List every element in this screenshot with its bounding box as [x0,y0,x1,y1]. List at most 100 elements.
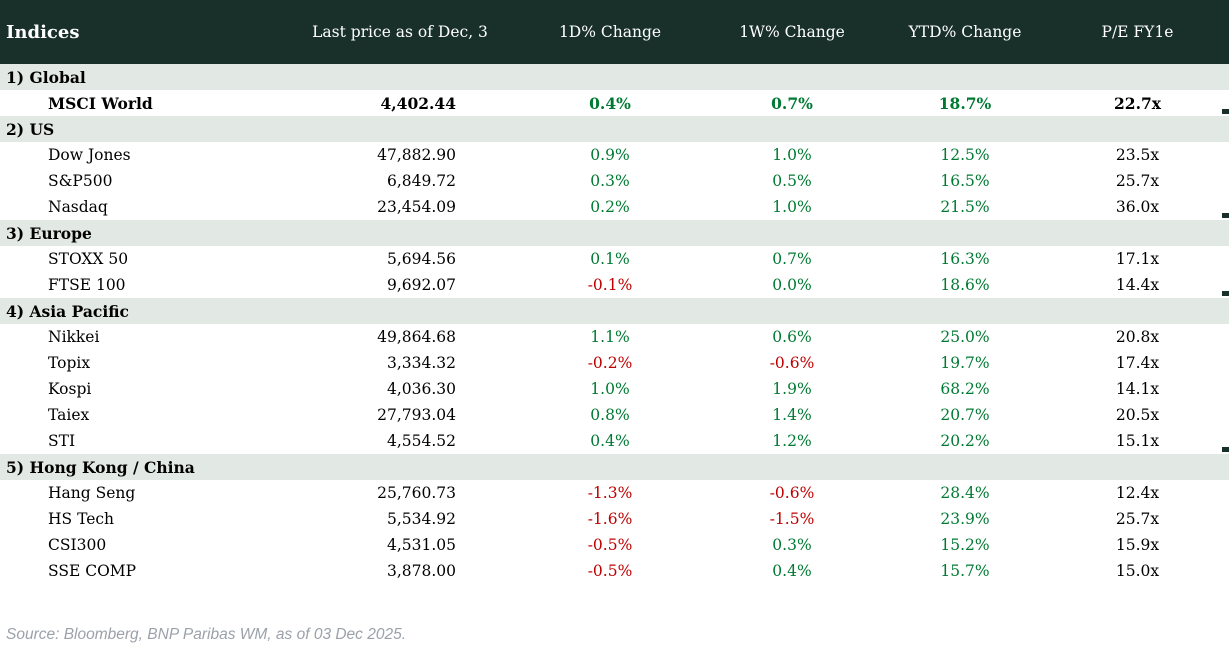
table-row: SSE COMP 3,878.00 -0.5% 0.4% 15.7% 15.0x [0,558,1229,584]
pe-fy1e-cell: 14.1x [1115,380,1160,398]
chg-1w-cell: 1.0% [772,146,812,164]
index-name-cell: FTSE 100 [48,276,126,294]
section-header-row: 5) Hong Kong / China [0,447,1229,480]
ytd-change-cell: 21.5% [940,198,990,216]
ytd-change-cell: 28.4% [940,484,990,502]
section-header-row: 1) Global [0,57,1229,90]
section-label: 2) US [6,119,55,139]
table-row: Nasdaq 23,454.09 0.2% 1.0% 21.5% 36.0x [0,194,1229,220]
pe-fy1e-cell: 36.0x [1115,198,1160,216]
ytd-change-cell: 25.0% [940,328,990,346]
table-header-row: Indices Last price as of Dec, 3 1D% Chan… [0,0,1229,64]
section-corner-mark [1222,447,1229,452]
last-price-cell: 6,849.72 [386,172,456,190]
table-row: STI 4,554.52 0.4% 1.2% 20.2% 15.1x [0,428,1229,454]
chg-1d-cell: 0.1% [590,250,630,268]
chg-1d-cell: 0.2% [590,198,630,216]
ytd-change-cell: 15.7% [940,562,990,580]
chg-1d-cell: -0.5% [587,536,633,554]
column-header-1w-change: 1W% Change [739,23,845,41]
last-price-cell: 23,454.09 [377,198,456,216]
last-price-cell: 47,882.90 [377,146,456,164]
chg-1d-cell: -0.1% [587,276,633,294]
section-header-row: 3) Europe [0,213,1229,246]
index-name-cell: Kospi [48,380,92,398]
last-price-cell: 5,694.56 [386,250,456,268]
chg-1w-cell: 0.4% [772,562,812,580]
chg-1w-cell: 0.0% [772,276,812,294]
index-name-cell: Taiex [48,406,90,424]
column-header-1d-change: 1D% Change [558,23,662,41]
table-row: Taiex 27,793.04 0.8% 1.4% 20.7% 20.5x [0,402,1229,428]
pe-fy1e-cell: 23.5x [1115,146,1160,164]
chg-1w-cell: -0.6% [769,354,815,372]
last-price-cell: 4,531.05 [386,536,456,554]
last-price-cell: 25,760.73 [377,484,456,502]
section-header-row: 2) US [0,109,1229,142]
pe-fy1e-cell: 14.4x [1115,276,1160,294]
pe-fy1e-cell: 25.7x [1115,172,1160,190]
chg-1d-cell: -0.2% [587,354,633,372]
index-name-cell: STOXX 50 [48,250,129,268]
pe-fy1e-cell: 17.1x [1115,250,1160,268]
chg-1w-cell: -0.6% [769,484,815,502]
table-row: Hang Seng 25,760.73 -1.3% -0.6% 28.4% 12.4x [0,480,1229,506]
source-note: Source: Bloomberg, BNP Paribas WM, as of… [6,626,407,643]
ytd-change-cell: 18.7% [938,93,992,113]
ytd-change-cell: 15.2% [940,536,990,554]
pe-fy1e-cell: 20.5x [1115,406,1160,424]
index-name-cell: Dow Jones [48,146,131,164]
section-label: 5) Hong Kong / China [6,457,195,477]
page-title: Indices [6,21,80,43]
index-name-cell: MSCI World [48,93,153,113]
last-price-cell: 27,793.04 [377,406,456,424]
table-row: Kospi 4,036.30 1.0% 1.9% 68.2% 14.1x [0,376,1229,402]
indices-table-body: 1) Global MSCI World 4,402.44 0.4% 0.7% 18.7%… [0,57,1229,584]
last-price-cell: 3,334.32 [386,354,456,372]
table-row: Topix 3,334.32 -0.2% -0.6% 19.7% 17.4x [0,350,1229,376]
last-price-cell: 4,402.44 [380,93,456,113]
chg-1d-cell: 1.0% [590,380,630,398]
section-label: 4) Asia Pacific [6,301,129,321]
ytd-change-cell: 68.2% [940,380,990,398]
chg-1w-cell: 0.3% [772,536,812,554]
ytd-change-cell: 16.5% [940,172,990,190]
last-price-cell: 5,534.92 [386,510,456,528]
table-row: STOXX 50 5,694.56 0.1% 0.7% 16.3% 17.1x [0,246,1229,272]
ytd-change-cell: 20.7% [940,406,990,424]
ytd-change-cell: 12.5% [940,146,990,164]
pe-fy1e-cell: 15.0x [1115,562,1160,580]
chg-1w-cell: 0.6% [772,328,812,346]
pe-fy1e-cell: 12.4x [1115,484,1160,502]
chg-1w-cell: 1.0% [772,198,812,216]
chg-1d-cell: 0.4% [589,93,631,113]
index-name-cell: STI [48,432,76,450]
ytd-change-cell: 19.7% [940,354,990,372]
pe-fy1e-cell: 15.1x [1115,432,1160,450]
section-corner-mark [1222,213,1229,218]
chg-1w-cell: 1.4% [772,406,812,424]
last-price-cell: 3,878.00 [386,562,456,580]
index-name-cell: CSI300 [48,536,107,554]
chg-1d-cell: -1.3% [587,484,633,502]
table-row: Dow Jones 47,882.90 0.9% 1.0% 12.5% 23.5x [0,142,1229,168]
table-row: HS Tech 5,534.92 -1.6% -1.5% 23.9% 25.7x [0,506,1229,532]
chg-1w-cell: 1.9% [772,380,812,398]
last-price-cell: 4,036.30 [386,380,456,398]
index-name-cell: S&P500 [48,172,113,190]
chg-1d-cell: -0.5% [587,562,633,580]
section-corner-mark [1222,109,1229,114]
column-header-ytd-change: YTD% Change [908,23,1022,41]
chg-1w-cell: 0.5% [772,172,812,190]
section-label: 1) Global [6,67,86,87]
table-row: S&P500 6,849.72 0.3% 0.5% 16.5% 25.7x [0,168,1229,194]
table-row: FTSE 100 9,692.07 -0.1% 0.0% 18.6% 14.4x [0,272,1229,298]
chg-1d-cell: 1.1% [590,328,630,346]
chg-1d-cell: -1.6% [587,510,633,528]
chg-1w-cell: 0.7% [771,93,813,113]
table-row: Nikkei 49,864.68 1.1% 0.6% 25.0% 20.8x [0,324,1229,350]
column-header-last-price: Last price as of Dec, 3 [312,23,488,41]
ytd-change-cell: 18.6% [940,276,990,294]
chg-1d-cell: 0.4% [590,432,630,450]
